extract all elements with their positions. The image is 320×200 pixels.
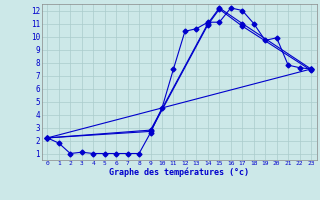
X-axis label: Graphe des températures (°c): Graphe des températures (°c) bbox=[109, 168, 249, 177]
